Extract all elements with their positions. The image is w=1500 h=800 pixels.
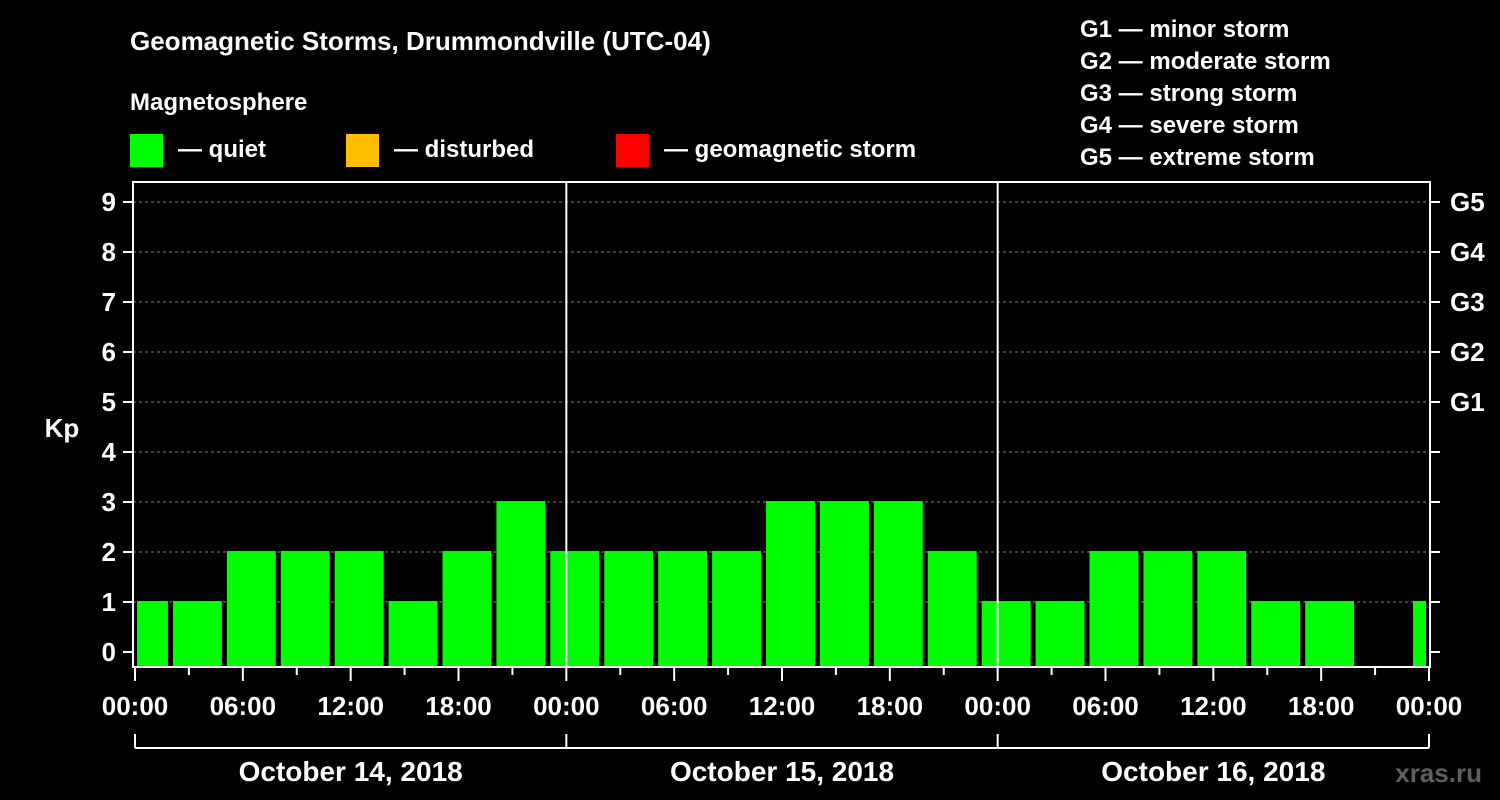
kp-bar (766, 501, 815, 667)
storm-scale-legend: G1 — minor storm G2 — moderate storm G3 — … (1080, 16, 1331, 171)
kp-bar (496, 501, 546, 667)
storm-scale-item: G2 — moderate storm (1080, 48, 1331, 75)
day-label: October 14, 2018 (239, 756, 463, 787)
kp-bar (172, 601, 222, 667)
storm-scale-item: G1 — minor storm (1080, 16, 1289, 43)
g-scale-label: G3 (1450, 287, 1485, 317)
watermark: xras.ru (1395, 758, 1482, 788)
y-tick-label: 7 (102, 287, 116, 317)
y-tick-label: 4 (102, 437, 117, 467)
g-scale-label: G2 (1450, 337, 1485, 367)
x-tick-label: 00:00 (1396, 691, 1463, 721)
kp-bar (712, 551, 762, 667)
kp-bar (1143, 551, 1193, 667)
x-tick-label: 00:00 (102, 691, 169, 721)
x-axis: 00:00 06:00 12:00 18:00 00:00 06:00 12:00 18:00… (102, 667, 1463, 721)
storm-scale-item: G4 — severe storm (1080, 112, 1299, 139)
x-tick-label: 18:00 (1288, 691, 1355, 721)
y-axis: 0 1 2 3 4 5 6 7 8 9 (102, 187, 133, 667)
x-tick-label: 12:00 (749, 691, 816, 721)
kp-bar (442, 551, 492, 667)
legend-label: — disturbed (394, 136, 534, 163)
kp-bar (873, 501, 923, 667)
legend-label: — geomagnetic storm (664, 136, 916, 163)
storm-scale-item: G3 — strong storm (1080, 80, 1297, 107)
status-legend: — quiet — disturbed — geomagnetic storm (130, 134, 916, 167)
legend-label: — quiet (178, 136, 266, 163)
legend-swatch (130, 134, 163, 167)
magnetosphere-label: Magnetosphere (130, 89, 307, 116)
kp-bar (550, 551, 600, 667)
kp-bar (1251, 601, 1301, 667)
x-tick-label: 00:00 (964, 691, 1031, 721)
x-tick-label: 18:00 (425, 691, 492, 721)
kp-bar (226, 551, 276, 667)
g-scale-label: G1 (1450, 387, 1485, 417)
chart-title: Geomagnetic Storms, Drummondville (UTC-0… (130, 26, 711, 56)
x-tick-label: 00:00 (533, 691, 600, 721)
kp-bar (280, 551, 330, 667)
x-tick-label: 06:00 (641, 691, 708, 721)
x-tick-label: 12:00 (317, 691, 384, 721)
kp-bar (658, 551, 708, 667)
kp-bar (137, 601, 168, 667)
x-tick-label: 06:00 (210, 691, 277, 721)
day-label: October 15, 2018 (670, 756, 894, 787)
kp-bar (927, 551, 977, 667)
day-labels: October 14, 2018 October 15, 2018 October … (134, 734, 1430, 787)
y-tick-label: 2 (102, 537, 116, 567)
day-label: October 16, 2018 (1101, 756, 1325, 787)
kp-bar (604, 551, 654, 667)
x-tick-label: 12:00 (1180, 691, 1247, 721)
kp-bar (819, 501, 869, 667)
legend-swatch (346, 134, 379, 167)
kp-bar (334, 551, 384, 667)
bars (137, 501, 1426, 667)
g-scale-label: G4 (1450, 237, 1485, 267)
g-scale-label: G5 (1450, 187, 1485, 217)
kp-bar (388, 601, 438, 667)
y-tick-label: 1 (102, 587, 116, 617)
y-axis-label: Kp (45, 413, 80, 443)
x-tick-label: 06:00 (1072, 691, 1139, 721)
y-tick-label: 9 (102, 187, 116, 217)
y-tick-label: 6 (102, 337, 116, 367)
kp-bar (1089, 551, 1139, 667)
kp-bar (1305, 601, 1355, 667)
g-scale-axis: G1 G2 G3 G4 G5 (1430, 187, 1485, 653)
x-tick-label: 18:00 (857, 691, 924, 721)
kp-bar (1035, 601, 1085, 667)
y-tick-label: 5 (102, 387, 116, 417)
kp-bar (1197, 551, 1247, 667)
storm-scale-item: G5 — extreme storm (1080, 144, 1315, 171)
kp-bar (981, 601, 1031, 667)
kp-bar (1413, 601, 1426, 667)
y-tick-label: 3 (102, 487, 116, 517)
legend-swatch (616, 134, 649, 167)
y-tick-label: 8 (102, 237, 116, 267)
y-tick-label: 0 (102, 637, 116, 667)
